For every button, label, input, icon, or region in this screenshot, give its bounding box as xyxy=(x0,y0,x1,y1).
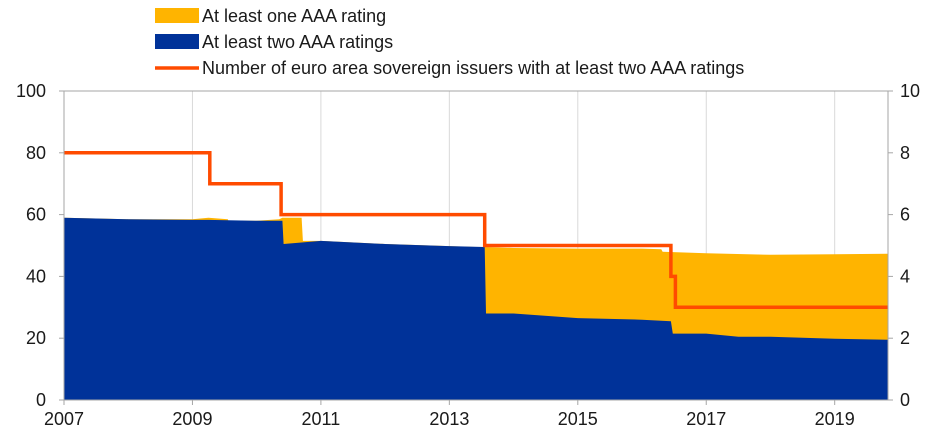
x-tick-label: 2013 xyxy=(429,409,469,429)
y-right-tick-label: 10 xyxy=(900,81,920,101)
y-left-tick-label: 0 xyxy=(36,390,46,410)
legend-label-3: Number of euro area sovereign issuers wi… xyxy=(202,58,744,78)
y-left-tick-label: 20 xyxy=(26,328,46,348)
x-tick-label: 2017 xyxy=(686,409,726,429)
plot-frame xyxy=(63,90,889,401)
y-left-tick-label: 80 xyxy=(26,143,46,163)
issuers-step-line xyxy=(64,151,888,310)
plot-border xyxy=(63,90,889,401)
y-right-tick-label: 0 xyxy=(900,390,910,410)
line-series xyxy=(64,151,888,310)
y-left-tick-label: 60 xyxy=(26,205,46,225)
y-left-tick-label: 100 xyxy=(16,81,46,101)
x-tick-label: 2019 xyxy=(815,409,855,429)
x-tick-label: 2015 xyxy=(558,409,598,429)
y-right-tick-label: 8 xyxy=(900,143,910,163)
legend-label-2: At least two AAA ratings xyxy=(202,32,393,52)
legend-label-1: At least one AAA rating xyxy=(202,6,386,26)
y-axis-left: 0 20 40 60 80 100 xyxy=(16,81,64,410)
x-tick-label: 2007 xyxy=(44,409,84,429)
area-series-2 xyxy=(64,217,888,400)
x-tick-label: 2009 xyxy=(172,409,212,429)
y-axis-right: 0 2 4 6 8 10 xyxy=(888,81,920,410)
x-tick-label: 2011 xyxy=(302,409,341,429)
y-right-tick-label: 6 xyxy=(900,205,910,225)
y-left-tick-label: 40 xyxy=(26,266,46,286)
legend-swatch-1 xyxy=(155,8,199,23)
y-right-tick-label: 2 xyxy=(900,328,910,348)
area-series xyxy=(64,217,888,400)
y-right-tick-label: 4 xyxy=(900,266,910,286)
legend: At least one AAA rating At least two AAA … xyxy=(155,6,744,78)
x-axis: 2007 2009 2011 2013 2015 2017 2019 xyxy=(44,400,855,429)
legend-swatch-2 xyxy=(155,34,199,49)
